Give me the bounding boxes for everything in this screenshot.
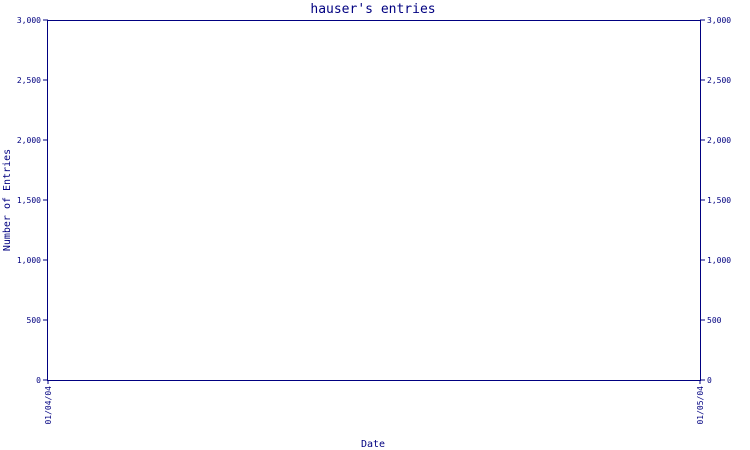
y-tick-label-left: 2,000	[17, 136, 41, 145]
plot-frame	[47, 20, 701, 381]
x-tick-label: 01/05/04	[696, 386, 705, 425]
chart-title: hauser's entries	[310, 2, 435, 17]
y-axis-left: 0 500 1,000 1,500 2,000 2,500 3,000	[17, 16, 48, 385]
x-axis-label: Date	[361, 439, 385, 450]
y-tick-label-right: 500	[707, 316, 722, 325]
x-tick-label: 01/04/04	[44, 386, 53, 425]
y-tick-label-right: 3,000	[707, 16, 731, 25]
y-tick-label-left: 1,500	[17, 196, 41, 205]
y-tick-label-right: 1,500	[707, 196, 731, 205]
y-tick-label-right: 2,500	[707, 76, 731, 85]
y-tick-label-right: 2,000	[707, 136, 731, 145]
y-tick-label-left: 500	[27, 316, 42, 325]
y-tick-label-right: 0	[707, 376, 712, 385]
y-tick-label-left: 1,000	[17, 256, 41, 265]
y-axis-right: 0 500 1,000 1,500 2,000 2,500 3,000	[700, 16, 731, 385]
y-tick-label-left: 3,000	[17, 16, 41, 25]
y-tick-label-right: 1,000	[707, 256, 731, 265]
y-tick-label-left: 0	[36, 376, 41, 385]
y-tick-label-left: 2,500	[17, 76, 41, 85]
x-axis: 01/04/04 01/05/04	[44, 380, 705, 425]
y-axis-label: Number of Entries	[2, 149, 13, 251]
